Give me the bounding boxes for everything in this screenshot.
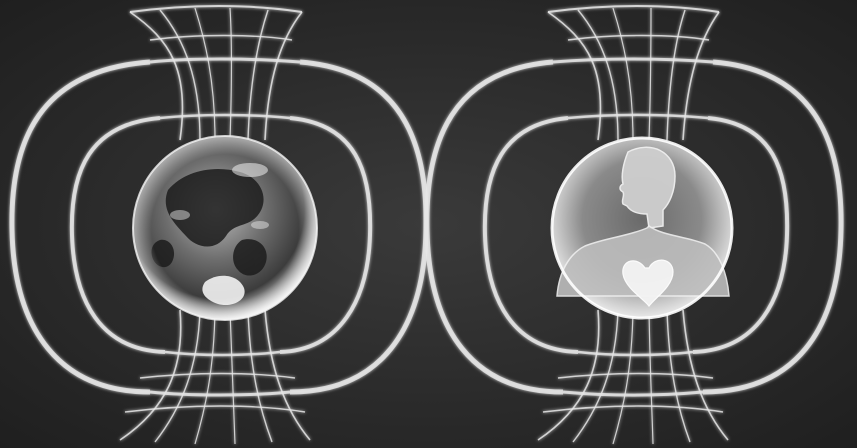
human-torus-panel [423, 0, 851, 448]
earth-globe-icon [132, 135, 318, 321]
earth-torus-panel [0, 0, 428, 448]
human-bust-with-heart-icon [550, 136, 734, 320]
toroidal-field-icon [424, 5, 844, 445]
toroidal-field-icon [9, 5, 428, 445]
